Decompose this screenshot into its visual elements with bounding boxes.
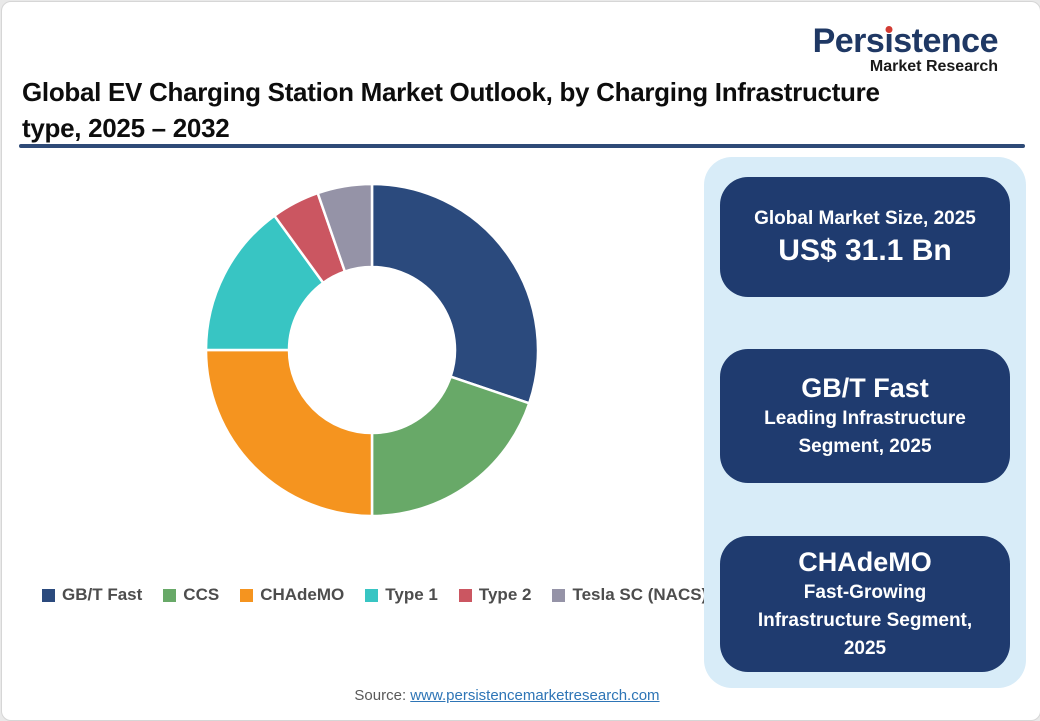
market-size-box: Global Market Size, 2025 US$ 31.1 Bn bbox=[720, 177, 1010, 297]
fast-growing-segment-caption: Fast-Growing Infrastructure Segment, 202… bbox=[757, 581, 973, 659]
legend-item: Type 1 bbox=[365, 585, 438, 605]
donut-chart bbox=[204, 182, 540, 518]
source-label: Source: bbox=[354, 687, 407, 704]
legend-item: CHAdeMO bbox=[240, 585, 344, 605]
logo-brand-pre: Pers bbox=[812, 22, 885, 60]
logo-brand-i-red-dot: ı bbox=[884, 22, 894, 60]
legend-swatch bbox=[458, 588, 472, 602]
legend-item: CCS bbox=[163, 585, 219, 605]
sidebar-panel: Global Market Size, 2025 US$ 31.1 Bn GB/… bbox=[704, 157, 1026, 688]
legend-swatch bbox=[42, 588, 55, 602]
page-title-line1: Global EV Charging Station Market Outloo… bbox=[22, 77, 880, 107]
page-title-line2: type, 2025 – 2032 bbox=[22, 113, 230, 143]
legend-label: CCS bbox=[183, 585, 220, 604]
leading-segment-box: GB/T Fast Leading Infrastructure Segment… bbox=[720, 349, 1010, 483]
fast-growing-segment-name: CHAdeMO bbox=[798, 546, 932, 577]
legend-label: Tesla SC (NACS) bbox=[572, 585, 708, 604]
market-size-value: US$ 31.1 Bn bbox=[778, 233, 952, 267]
leading-segment-name: GB/T Fast bbox=[801, 372, 929, 403]
legend-label: CHAdeMO bbox=[260, 585, 345, 604]
donut-slice-tesla-sc-nacs bbox=[316, 182, 374, 274]
legend-swatch bbox=[552, 588, 566, 602]
legend-label: Type 1 bbox=[385, 585, 438, 604]
logo-tagline: Market Research bbox=[869, 58, 998, 75]
market-size-label: Global Market Size, 2025 bbox=[754, 207, 976, 229]
logo-brand-text: Persıstence bbox=[812, 22, 999, 60]
donut-slice-chademo bbox=[204, 348, 374, 518]
donut-slice-ccs bbox=[370, 375, 531, 518]
donut-slice-gb-t-fast bbox=[370, 182, 540, 405]
source-link[interactable]: www.persistencemarketresearch.com bbox=[410, 687, 660, 704]
title-underline bbox=[19, 144, 1025, 148]
source-line: Source: www.persistencemarketresearch.co… bbox=[2, 687, 1012, 704]
logo: Persıstence Market Research bbox=[812, 22, 999, 75]
fast-growing-segment-box: CHAdeMO Fast-Growing Infrastructure Segm… bbox=[720, 536, 1010, 672]
logo-brand-post: stence bbox=[893, 22, 998, 60]
legend-swatch bbox=[240, 588, 254, 602]
legend-label: GB/T Fast bbox=[62, 585, 143, 604]
legend-swatch bbox=[163, 588, 177, 602]
legend-swatch bbox=[365, 588, 379, 602]
legend-item: Tesla SC (NACS) bbox=[552, 585, 707, 605]
leading-segment-caption: Leading Infrastructure Segment, 2025 bbox=[764, 407, 966, 457]
chart-legend: GB/T Fast CCS CHAdeMO Type 1 Type 2 Tesla SC … bbox=[42, 585, 707, 605]
legend-item: Type 2 bbox=[458, 585, 532, 605]
legend-label: Type 2 bbox=[478, 585, 532, 604]
page-title: Global EV Charging Station Market Outloo… bbox=[22, 74, 880, 146]
legend-item: GB/T Fast bbox=[42, 585, 142, 605]
